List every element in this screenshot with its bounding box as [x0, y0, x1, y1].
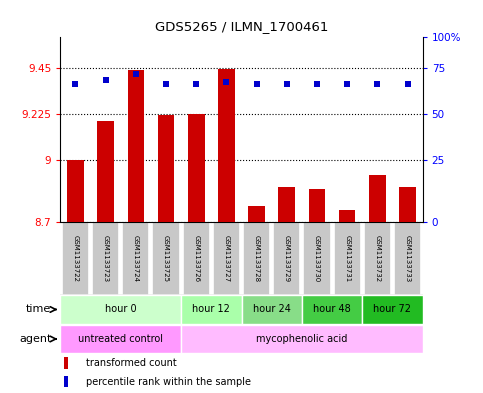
Bar	[60, 325, 181, 353]
Bar	[243, 222, 270, 295]
Text: hour 72: hour 72	[373, 305, 412, 314]
Title: GDS5265 / ILMN_1700461: GDS5265 / ILMN_1700461	[155, 20, 328, 33]
Bar	[364, 222, 391, 295]
Bar	[62, 222, 89, 295]
Text: agent: agent	[19, 334, 51, 344]
Point	[283, 81, 291, 87]
Bar	[188, 114, 204, 222]
Bar	[64, 376, 68, 387]
Bar	[302, 296, 362, 324]
Bar	[242, 296, 302, 324]
Bar	[153, 222, 180, 295]
Point	[223, 79, 230, 85]
Bar	[64, 358, 68, 369]
Bar	[394, 222, 421, 295]
Bar	[98, 121, 114, 222]
Bar	[218, 69, 235, 222]
Text: GSM1133723: GSM1133723	[103, 235, 109, 282]
Text: GSM1133731: GSM1133731	[344, 235, 350, 282]
Bar	[303, 222, 330, 295]
Bar	[339, 210, 355, 222]
Bar	[248, 206, 265, 222]
Text: mycophenolic acid: mycophenolic acid	[256, 334, 348, 344]
Text: GSM1133729: GSM1133729	[284, 235, 290, 282]
Bar	[362, 296, 423, 324]
Text: GSM1133722: GSM1133722	[72, 235, 78, 282]
Text: GSM1133730: GSM1133730	[314, 235, 320, 282]
Bar	[183, 222, 210, 295]
Text: transformed count: transformed count	[86, 358, 176, 368]
Point	[343, 81, 351, 87]
Point	[253, 81, 260, 87]
Bar	[60, 296, 181, 324]
Text: percentile rank within the sample: percentile rank within the sample	[86, 377, 251, 387]
Bar	[399, 187, 416, 222]
Bar	[213, 222, 240, 295]
Bar	[92, 222, 119, 295]
Bar	[273, 222, 300, 295]
Point	[71, 81, 79, 87]
Text: untreated control: untreated control	[78, 334, 163, 344]
Text: hour 0: hour 0	[105, 305, 137, 314]
Text: GSM1133733: GSM1133733	[405, 235, 411, 282]
Text: hour 48: hour 48	[313, 305, 351, 314]
Bar	[181, 296, 242, 324]
Text: hour 24: hour 24	[253, 305, 291, 314]
Text: GSM1133724: GSM1133724	[133, 235, 139, 282]
Bar	[181, 325, 423, 353]
Point	[404, 81, 412, 87]
Bar	[128, 70, 144, 222]
Bar	[369, 175, 385, 222]
Text: time: time	[26, 305, 51, 314]
Bar	[309, 189, 325, 222]
Point	[192, 81, 200, 87]
Text: GSM1133725: GSM1133725	[163, 235, 169, 282]
Bar	[279, 187, 295, 222]
Text: hour 12: hour 12	[192, 305, 230, 314]
Text: GSM1133727: GSM1133727	[224, 235, 229, 282]
Point	[102, 77, 110, 83]
Text: GSM1133726: GSM1133726	[193, 235, 199, 282]
Point	[132, 71, 140, 77]
Point	[373, 81, 381, 87]
Point	[162, 81, 170, 87]
Bar	[122, 222, 149, 295]
Bar	[334, 222, 361, 295]
Text: GSM1133732: GSM1133732	[374, 235, 380, 282]
Bar	[158, 115, 174, 222]
Point	[313, 81, 321, 87]
Bar	[67, 160, 84, 222]
Text: GSM1133728: GSM1133728	[254, 235, 259, 282]
